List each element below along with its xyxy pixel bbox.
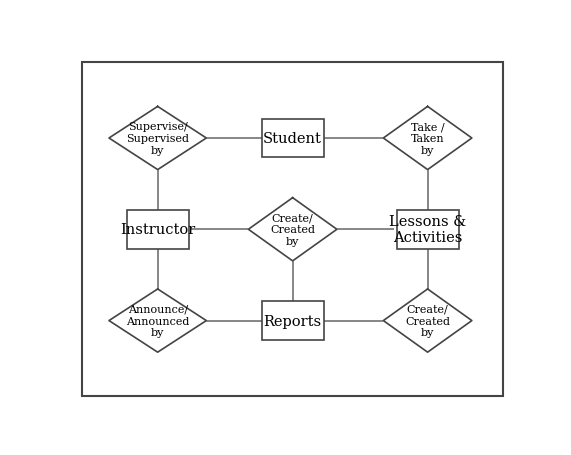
- Bar: [262, 119, 324, 158]
- Text: Instructor: Instructor: [120, 223, 195, 237]
- Text: Supervise/
Supervised
by: Supervise/ Supervised by: [126, 122, 189, 155]
- Text: Take /
Taken
by: Take / Taken by: [411, 122, 444, 155]
- Text: Create/
Created
by: Create/ Created by: [405, 304, 450, 338]
- Bar: [262, 302, 324, 340]
- Bar: [127, 211, 188, 249]
- Bar: [397, 211, 459, 249]
- Polygon shape: [248, 198, 337, 261]
- Text: Lessons &
Activities: Lessons & Activities: [389, 215, 467, 245]
- Polygon shape: [109, 289, 206, 352]
- Text: Announce/
Announced
by: Announce/ Announced by: [126, 304, 190, 338]
- Polygon shape: [109, 107, 206, 170]
- Text: Reports: Reports: [264, 314, 321, 328]
- Polygon shape: [383, 289, 472, 352]
- Polygon shape: [383, 107, 472, 170]
- Text: Create/
Created
by: Create/ Created by: [270, 213, 315, 246]
- Text: Student: Student: [263, 131, 322, 146]
